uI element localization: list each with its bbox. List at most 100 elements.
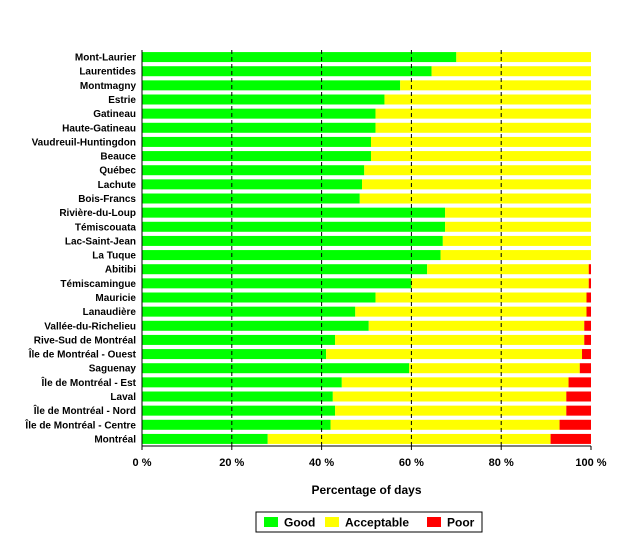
bar-acceptable	[335, 405, 567, 416]
bar-acceptable	[370, 136, 591, 147]
category-label: Montréal	[94, 434, 136, 445]
category-label: Gatineau	[93, 109, 136, 120]
category-label: Mauricie	[95, 293, 136, 304]
bar-poor	[586, 306, 591, 317]
bar-acceptable	[431, 66, 591, 77]
bar-good	[142, 136, 371, 147]
bar-good	[142, 391, 333, 402]
legend-label: Poor	[447, 516, 475, 530]
bar-poor	[566, 405, 591, 416]
bar-poor	[559, 419, 591, 430]
category-label: Île de Montréal - Nord	[33, 404, 136, 417]
grid-layer	[141, 50, 592, 450]
bar-acceptable	[440, 250, 591, 261]
bar-good	[142, 419, 331, 430]
bar-good	[142, 292, 376, 303]
legend-label: Good	[284, 516, 315, 530]
bar-good	[142, 320, 369, 331]
bar-good	[142, 179, 363, 190]
bar-good	[142, 221, 446, 232]
category-label: Beauce	[100, 152, 136, 163]
bar-good	[142, 207, 446, 218]
category-label: Témiscamingue	[60, 279, 136, 290]
bar-acceptable	[409, 363, 580, 374]
bar-good	[142, 250, 441, 261]
bar-acceptable	[400, 80, 591, 91]
category-label: Île de Montréal - Centre	[24, 418, 136, 431]
x-tick-label: 40 %	[309, 457, 334, 469]
bar-good	[142, 151, 371, 162]
legend-swatch-poor	[427, 517, 441, 527]
bar-acceptable	[330, 419, 560, 430]
bar-acceptable	[364, 165, 591, 176]
category-label: Québec	[99, 166, 136, 177]
x-tick-label: 80 %	[489, 457, 514, 469]
bar-poor	[588, 278, 591, 289]
category-label: Vallée-du-Richelieu	[44, 321, 136, 332]
category-label: Laurentides	[79, 67, 136, 78]
bar-acceptable	[411, 278, 589, 289]
bar-acceptable	[375, 122, 591, 133]
x-tick-label: 60 %	[399, 457, 424, 469]
bar-good	[142, 363, 410, 374]
legend-swatch-acceptable	[325, 517, 339, 527]
bar-acceptable	[384, 94, 591, 105]
category-label: Île de Montréal - Ouest	[28, 348, 137, 361]
bar-acceptable	[370, 151, 591, 162]
x-tick-label: 20 %	[219, 457, 244, 469]
bar-poor	[584, 320, 591, 331]
bar-acceptable	[267, 433, 551, 444]
bar-poor	[588, 264, 591, 275]
category-label: Montmagny	[80, 81, 137, 92]
bar-poor	[584, 334, 591, 345]
bar-good	[142, 235, 443, 246]
x-tick-label: 100 %	[575, 457, 606, 469]
bar-poor	[579, 363, 591, 374]
bar-acceptable	[335, 334, 585, 345]
x-tick-labels: 0 % 20 % 40 % 60 % 80 % 100 %	[133, 457, 607, 469]
category-label: Lac-Saint-Jean	[65, 236, 136, 247]
bar-poor	[568, 377, 591, 388]
bar-poor	[586, 292, 591, 303]
bar-good	[142, 193, 360, 204]
bar-good	[142, 334, 336, 345]
bar-acceptable	[456, 52, 591, 63]
bar-good	[142, 377, 342, 388]
bar-acceptable	[375, 108, 591, 119]
bar-acceptable	[341, 377, 569, 388]
x-tick-label: 0 %	[133, 457, 152, 469]
bar-good	[142, 122, 376, 133]
category-labels: Mont-Laurier Laurentides Montmagny Estrie Ga…	[24, 53, 136, 446]
category-label: Lanaudière	[83, 307, 137, 318]
bar-acceptable	[442, 235, 591, 246]
category-label: Abitibi	[105, 265, 136, 276]
legend: Good Acceptable Poor	[255, 511, 483, 533]
bar-poor	[550, 433, 591, 444]
category-label: Haute-Gatineau	[62, 123, 136, 134]
category-label: Mont-Laurier	[75, 53, 136, 64]
legend-swatch-good	[264, 517, 278, 527]
bar-good	[142, 349, 327, 360]
bar-acceptable	[326, 349, 583, 360]
category-label: Laval	[110, 392, 136, 403]
bar-good	[142, 108, 376, 119]
legend-label: Acceptable	[345, 516, 409, 530]
bar-good	[142, 52, 457, 63]
bar-good	[142, 66, 432, 77]
bar-good	[142, 433, 268, 444]
bar-acceptable	[375, 292, 587, 303]
bars-layer	[142, 52, 591, 444]
bar-acceptable	[368, 320, 585, 331]
bar-acceptable	[355, 306, 587, 317]
bar-acceptable	[427, 264, 589, 275]
bar-good	[142, 94, 385, 105]
x-axis-title: Percentage of days	[311, 483, 421, 497]
category-label: Île de Montréal - Est	[41, 376, 137, 389]
category-label: La Tuque	[92, 251, 136, 262]
category-label: Vaudreuil-Huntingdon	[32, 137, 136, 148]
category-label: Rive-Sud de Montréal	[34, 335, 136, 346]
category-label: Bois-Francs	[78, 194, 136, 205]
category-label: Lachute	[98, 180, 137, 191]
bar-acceptable	[445, 207, 591, 218]
bar-acceptable	[359, 193, 591, 204]
